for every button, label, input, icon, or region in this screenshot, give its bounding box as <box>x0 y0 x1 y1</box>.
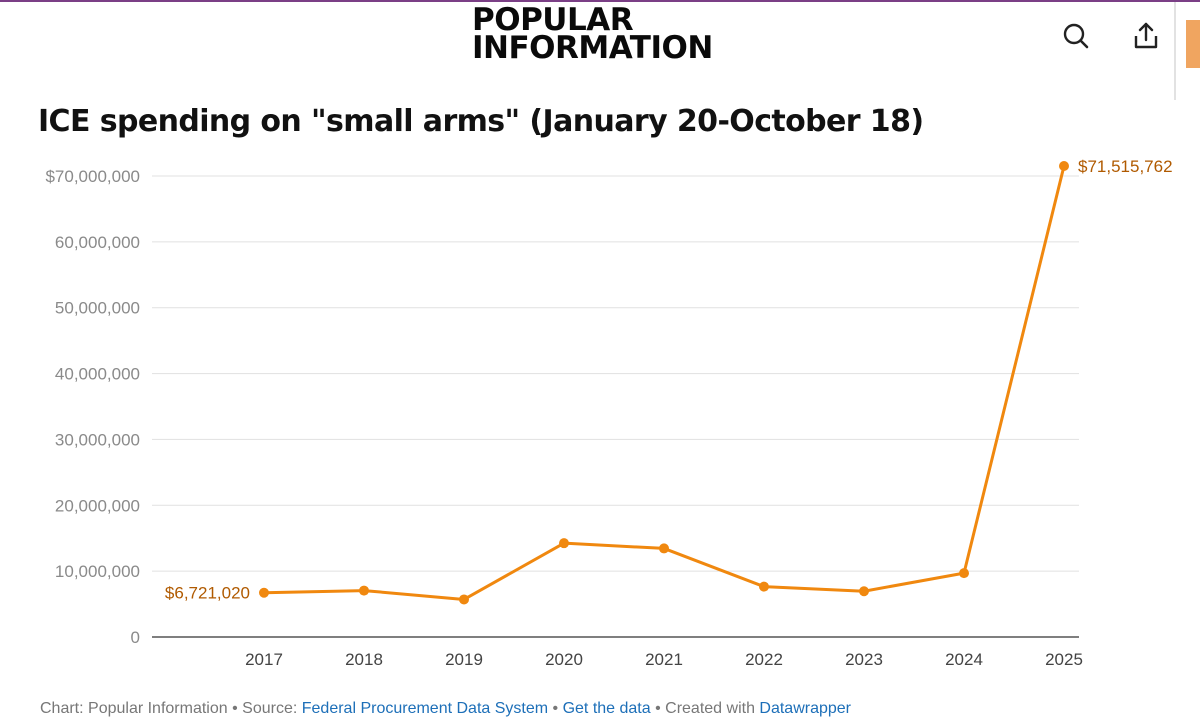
x-tick-label: 2023 <box>845 650 883 669</box>
logo-line-information: INFORMATION <box>472 30 713 66</box>
data-point <box>1059 161 1069 172</box>
footer-separator: • <box>227 700 243 717</box>
y-tick-label: 60,000,000 <box>55 233 140 252</box>
data-point <box>859 586 869 597</box>
footer-source-prefix: Source: <box>242 700 302 717</box>
top-accent-line <box>0 0 1200 2</box>
y-tick-label: 30,000,000 <box>55 430 140 449</box>
x-tick-label: 2025 <box>1045 650 1083 669</box>
x-tick-label: 2020 <box>545 650 583 669</box>
share-icon <box>1134 22 1158 49</box>
data-point <box>359 585 369 596</box>
footer-separator: • <box>650 700 666 717</box>
scrollbar-track[interactable] <box>1174 2 1176 100</box>
y-tick-label: 40,000,000 <box>55 365 140 384</box>
chart-footer: Chart: Popular Information • Source: Fed… <box>40 700 851 718</box>
x-tick-label: 2021 <box>645 650 683 669</box>
y-tick-label: 10,000,000 <box>55 562 140 581</box>
x-tick-label: 2022 <box>745 650 783 669</box>
x-tick-label: 2018 <box>345 650 383 669</box>
data-label: $71,515,762 <box>1078 157 1173 176</box>
site-logo[interactable]: POPULAR INFORMATION <box>472 2 713 66</box>
data-point <box>259 587 269 598</box>
site-header: POPULAR INFORMATION <box>0 2 1200 100</box>
y-tick-label: 20,000,000 <box>55 496 140 515</box>
series-line <box>262 164 1066 601</box>
data-point <box>659 543 669 554</box>
footer-credit: Chart: Popular Information <box>40 700 228 717</box>
line-chart: 0 10,000,000 20,000,000 30,000,000 40,000,00… <box>45 157 1173 669</box>
footer-created-prefix: Created with <box>665 700 760 717</box>
datawrapper-link[interactable]: Datawrapper <box>759 700 852 717</box>
data-point <box>459 594 469 605</box>
data-point <box>959 568 969 579</box>
x-tick-label: 2019 <box>445 650 483 669</box>
search-button[interactable] <box>1056 16 1096 56</box>
data-label: $6,721,020 <box>165 584 250 603</box>
x-tick-label: 2024 <box>945 650 983 669</box>
logo-line-popular: POPULAR <box>472 2 634 38</box>
y-tick-label: 0 <box>131 628 140 647</box>
data-point <box>759 581 769 592</box>
get-the-data-link[interactable]: Get the data <box>562 700 651 717</box>
x-tick-label: 2017 <box>245 650 283 669</box>
y-tick-label: 50,000,000 <box>55 299 140 318</box>
source-link[interactable]: Federal Procurement Data System <box>301 700 549 717</box>
y-tick-label: $70,000,000 <box>45 167 140 186</box>
share-button[interactable] <box>1126 16 1166 56</box>
footer-separator: • <box>548 700 563 717</box>
data-point <box>559 538 569 549</box>
search-icon <box>1063 23 1089 49</box>
chart-title: ICE spending on "small arms" (January 20… <box>38 104 924 139</box>
side-panel-tab[interactable] <box>1186 20 1200 68</box>
